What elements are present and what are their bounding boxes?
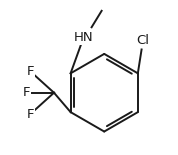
Text: F: F [23,86,30,99]
Text: Cl: Cl [137,34,150,47]
Text: F: F [27,108,34,121]
Text: F: F [27,65,34,78]
Text: HN: HN [74,31,93,44]
